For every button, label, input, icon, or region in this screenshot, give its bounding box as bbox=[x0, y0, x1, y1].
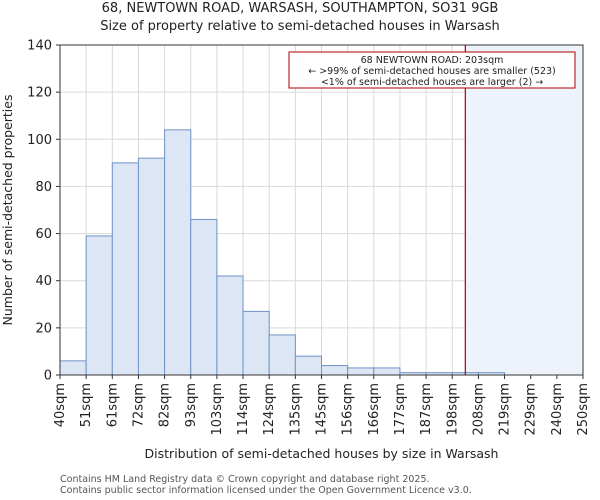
x-tick-label: 156sqm bbox=[341, 383, 356, 436]
bar bbox=[294, 355, 323, 376]
x-tick-label: 114sqm bbox=[236, 383, 251, 436]
bar bbox=[137, 157, 166, 376]
x-tick-label: 40sqm bbox=[53, 383, 68, 427]
bar bbox=[164, 129, 192, 376]
y-tick-label: 20 bbox=[35, 321, 52, 336]
y-tick-label: 120 bbox=[27, 86, 52, 101]
annotation-line: ← >99% of semi-detached houses are small… bbox=[308, 66, 556, 77]
y-tick-label: 80 bbox=[35, 180, 52, 195]
annotation-line: 68 NEWTOWN ROAD: 203sqm bbox=[361, 55, 504, 66]
bar bbox=[268, 334, 296, 376]
chart-title: 68, NEWTOWN ROAD, WARSASH, SOUTHAMPTON, … bbox=[101, 1, 499, 16]
y-axis-label: Number of semi-detached properties bbox=[0, 95, 15, 326]
bar bbox=[111, 162, 139, 376]
x-tick-label: 145sqm bbox=[315, 383, 330, 436]
bar bbox=[190, 218, 218, 376]
annotation-line: <1% of semi-detached houses are larger (… bbox=[321, 77, 543, 88]
x-tick-label: 166sqm bbox=[367, 383, 382, 436]
x-tick-label: 187sqm bbox=[419, 383, 434, 436]
bar bbox=[242, 310, 270, 376]
x-tick-label: 208sqm bbox=[471, 383, 486, 436]
x-tick-label: 177sqm bbox=[393, 383, 408, 436]
bar bbox=[85, 235, 113, 376]
y-tick-label: 0 bbox=[44, 369, 52, 384]
bar bbox=[59, 360, 87, 376]
footer-credit-2: Contains public sector information licen… bbox=[60, 485, 472, 496]
x-tick-label: 124sqm bbox=[262, 383, 277, 436]
x-tick-label: 135sqm bbox=[288, 383, 303, 436]
y-tick-label: 40 bbox=[35, 274, 52, 289]
x-tick-label: 61sqm bbox=[105, 383, 120, 427]
highlight-region bbox=[465, 45, 583, 375]
x-tick-label: 82sqm bbox=[158, 383, 173, 427]
bar bbox=[373, 367, 401, 376]
x-tick-label: 72sqm bbox=[131, 383, 146, 427]
bar bbox=[216, 275, 244, 376]
x-axis-label: Distribution of semi-detached houses by … bbox=[145, 446, 499, 461]
annotation-box bbox=[288, 51, 576, 89]
x-tick-label: 250sqm bbox=[576, 383, 591, 436]
bar bbox=[321, 365, 349, 376]
x-tick-label: 51sqm bbox=[79, 383, 94, 427]
x-tick-label: 103sqm bbox=[210, 383, 225, 436]
x-tick-label: 198sqm bbox=[445, 383, 460, 436]
x-tick-label: 240sqm bbox=[550, 383, 565, 436]
bar bbox=[347, 367, 375, 376]
x-tick-label: 229sqm bbox=[524, 383, 539, 436]
chart-subtitle: Size of property relative to semi-detach… bbox=[100, 19, 500, 34]
footer-credit-1: Contains HM Land Registry data © Crown c… bbox=[60, 474, 430, 485]
y-tick-label: 100 bbox=[27, 133, 52, 148]
y-tick-label: 60 bbox=[35, 227, 52, 242]
x-tick-label: 93sqm bbox=[184, 383, 199, 427]
y-tick-label: 140 bbox=[27, 39, 52, 54]
x-tick-label: 219sqm bbox=[498, 383, 513, 436]
